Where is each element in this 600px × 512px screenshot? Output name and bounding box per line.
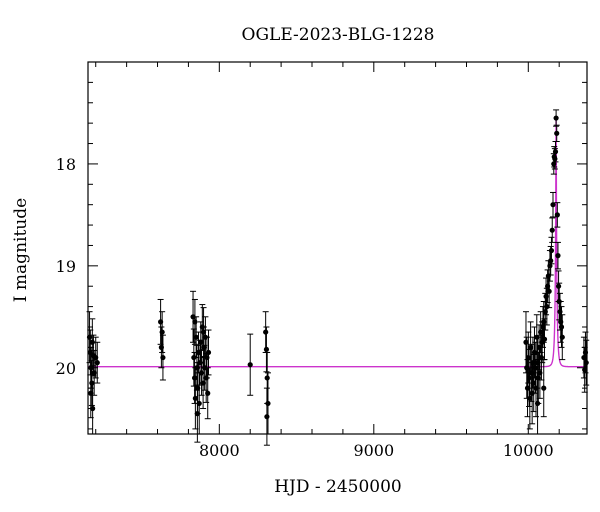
point-marker [532,365,538,371]
plot-layer [86,109,590,446]
x-tick-label: 9000 [353,441,394,460]
point-marker [247,362,253,368]
data-point [263,387,270,446]
data-point [262,311,269,353]
point-marker [89,339,95,345]
x-tick-label: 8000 [199,441,240,460]
point-marker [548,258,554,264]
data-point [554,241,561,270]
data-point [191,351,198,404]
point-marker [205,349,212,356]
data-point [553,109,560,127]
data-point [527,321,534,374]
point-marker [200,329,207,335]
point-marker [541,385,547,391]
data-point [559,314,566,361]
point-marker [547,263,553,269]
data-point [204,367,211,420]
point-marker [264,375,270,381]
y-tick-label: 20 [56,359,76,378]
data-point [550,191,557,218]
data-point [546,274,553,309]
data-point [549,217,556,243]
data-point [191,298,198,345]
point-marker [552,156,558,162]
point-marker [192,319,198,325]
point-marker [263,346,270,353]
data-point [159,311,166,353]
point-marker [160,354,166,361]
point-marker [550,202,556,208]
model-curve [88,118,587,368]
point-marker [548,247,555,254]
ticks-layer: 8000 9000 10000 18 19 20 [56,62,587,460]
chart-title: OGLE-2023-BLG-1228 [242,25,435,45]
data-point [263,326,270,373]
point-marker [531,349,538,356]
point-marker [88,390,94,396]
point-marker [265,400,271,407]
point-marker [264,414,270,420]
point-marker [555,253,561,259]
data-point [87,368,94,419]
point-marker [583,360,589,366]
data-point [522,311,529,374]
point-marker [191,375,198,381]
y-tick-label: 19 [56,257,76,276]
x-tick-label: 10000 [503,441,554,460]
point-marker [159,329,165,335]
point-marker [552,149,559,155]
data-point [553,124,560,142]
point-marker [523,339,529,345]
x-axis-label: HJD - 2450000 [274,477,402,497]
point-marker [555,283,562,289]
data-point [541,318,548,361]
point-marker [526,375,532,381]
point-marker [558,324,565,330]
point-marker [554,130,560,136]
data-point [554,202,561,228]
point-marker [546,288,552,294]
point-marker [192,395,198,401]
point-marker [190,314,196,320]
data-point [94,341,101,384]
data-point [194,384,201,443]
point-marker [528,344,534,350]
data-point [264,372,271,435]
data-point [532,341,539,394]
data-point [542,292,549,331]
point-marker [525,354,531,361]
point-marker [94,360,100,366]
point-marker [194,411,200,417]
data-point [558,306,565,348]
data-point [548,236,555,265]
data-point [159,334,166,381]
data-point [540,359,547,418]
data-point [247,333,254,396]
data-point [200,307,207,358]
data-point [205,329,212,376]
point-marker [553,115,559,121]
plot-frame [87,61,588,435]
point-marker [205,390,211,396]
point-marker [559,334,565,340]
data-point [200,357,207,410]
y-tick-label: 18 [56,155,76,174]
point-marker [541,336,548,342]
point-marker [534,400,541,407]
point-marker [196,400,202,407]
y-axis-label: I magnitude [11,198,31,302]
point-marker [538,354,545,361]
point-marker [263,329,269,335]
point-marker [554,212,560,218]
point-marker [549,227,555,233]
